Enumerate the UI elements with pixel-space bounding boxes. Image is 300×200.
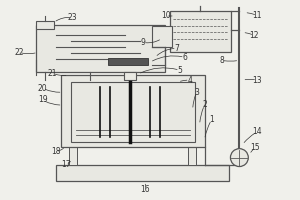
Text: 17: 17	[61, 160, 70, 169]
Bar	[56, 165, 230, 181]
Bar	[170, 11, 231, 52]
Text: 11: 11	[253, 11, 262, 20]
Bar	[152, 26, 172, 47]
Bar	[69, 147, 76, 165]
Bar	[70, 82, 195, 142]
Text: 6: 6	[182, 53, 187, 62]
Text: 7: 7	[174, 44, 179, 53]
Text: 16: 16	[140, 185, 150, 194]
Text: 1: 1	[209, 115, 214, 124]
Text: 22: 22	[14, 48, 24, 57]
Bar	[61, 75, 205, 147]
Text: 18: 18	[51, 147, 60, 156]
Text: 2: 2	[202, 100, 207, 109]
Text: 13: 13	[252, 76, 262, 85]
Text: 10: 10	[161, 11, 171, 20]
Bar	[108, 58, 148, 65]
Text: 4: 4	[187, 76, 192, 85]
Circle shape	[127, 73, 133, 79]
Text: 3: 3	[194, 88, 199, 97]
Text: 8: 8	[219, 56, 224, 65]
Text: 14: 14	[252, 127, 262, 136]
Text: 20: 20	[38, 84, 48, 93]
Text: 19: 19	[38, 95, 48, 104]
Text: 9: 9	[141, 38, 146, 47]
Text: 15: 15	[250, 143, 260, 152]
Bar	[36, 25, 165, 72]
Text: 12: 12	[250, 31, 259, 40]
Text: 23: 23	[68, 13, 77, 22]
Text: 5: 5	[177, 66, 182, 75]
Bar	[188, 147, 196, 165]
Circle shape	[230, 149, 248, 167]
Bar	[36, 21, 54, 28]
Text: 21: 21	[48, 69, 57, 78]
Bar	[124, 72, 136, 80]
